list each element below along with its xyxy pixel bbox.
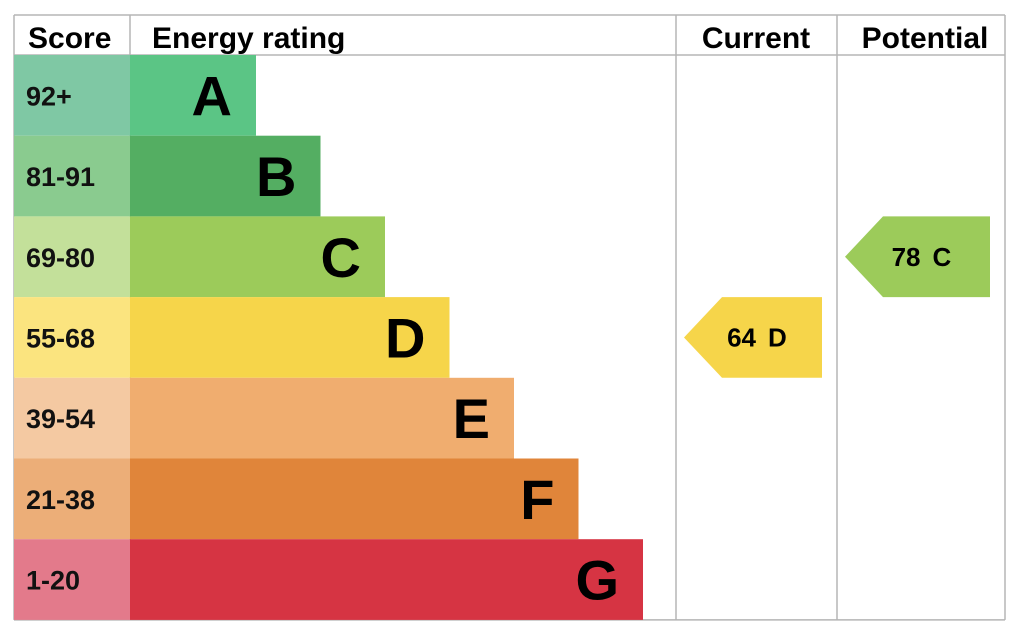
potential-rating-arrow: 78 C	[845, 216, 990, 298]
rating-letter-b: B	[256, 145, 296, 208]
rating-letter-e: E	[453, 387, 490, 450]
score-cell-d	[14, 297, 130, 378]
rating-letter-f: F	[520, 468, 554, 531]
potential-rating-shape	[845, 216, 990, 298]
rating-bar-c	[130, 216, 385, 298]
score-cell-f	[14, 458, 130, 540]
score-cell-b	[14, 135, 130, 217]
potential-rating-letter: C	[933, 242, 952, 272]
rating-bar-a	[130, 55, 256, 136]
rating-bar-e	[130, 377, 514, 459]
current-rating-arrow: 64 D	[684, 297, 822, 378]
score-label-b: 81-91	[26, 162, 95, 192]
score-label-g: 1-20	[26, 566, 80, 596]
score-cell-g	[14, 539, 130, 620]
rating-bar-d	[130, 297, 450, 378]
rating-letter-d: D	[385, 306, 425, 369]
score-cell-c	[14, 216, 130, 298]
current-header: Current	[702, 22, 810, 55]
score-label-f: 21-38	[26, 485, 95, 515]
score-cell-a	[14, 55, 130, 136]
score-cell-e	[14, 377, 130, 459]
rating-bar-g	[130, 539, 643, 620]
current-rating-shape	[684, 297, 822, 378]
score-header: Score	[28, 22, 111, 55]
potential-header: Potential	[862, 22, 989, 55]
score-label-d: 55-68	[26, 323, 95, 353]
current-rating-letter: D	[768, 322, 787, 352]
potential-rating-value: 78	[892, 242, 921, 272]
energy-rating-header: Energy rating	[152, 22, 345, 55]
score-column: 92+ 81-91 69-80 55-68 39-54 21-38 1-20	[14, 55, 130, 620]
current-rating-value: 64	[727, 322, 756, 352]
rating-bar-f	[130, 458, 579, 540]
rating-bar-b	[130, 135, 321, 217]
rating-letter-c: C	[321, 226, 361, 289]
rating-letter-a: A	[192, 64, 232, 127]
score-label-c: 69-80	[26, 243, 95, 273]
rating-letter-g: G	[575, 549, 619, 612]
score-label-e: 39-54	[26, 404, 95, 434]
score-label-a: 92+	[26, 81, 72, 111]
